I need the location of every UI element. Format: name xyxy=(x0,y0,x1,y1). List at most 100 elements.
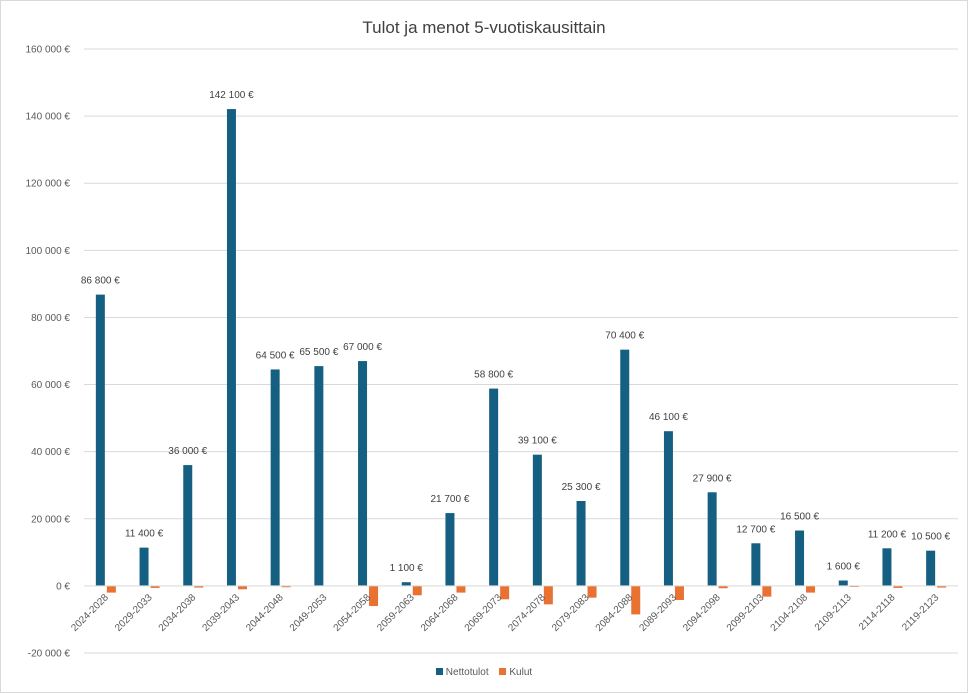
y-tick-label: -20 000 € xyxy=(28,649,71,660)
x-tick-label: 2064-2068 xyxy=(419,592,461,634)
y-axis: -20 000 € 0 € 20 000 € 40 000 € 60 000 € 80 0… xyxy=(26,45,71,660)
x-tick-label: 2034-2038 xyxy=(157,592,199,634)
bar-kulut xyxy=(718,585,728,589)
y-tick-label: 120 000 € xyxy=(26,179,71,190)
bar-nettotulot xyxy=(489,388,499,586)
x-tick-label: 2079-2083 xyxy=(550,592,592,634)
data-label: 27 900 € xyxy=(693,473,732,484)
bar-kulut xyxy=(893,585,903,588)
x-tick-label: 2054-2058 xyxy=(332,592,374,634)
x-tick-label: 2114-2118 xyxy=(857,592,898,633)
bar-kulut xyxy=(281,585,291,588)
y-tick-label: 20 000 € xyxy=(31,514,70,525)
legend: Nettotulot Kulut xyxy=(0,667,968,678)
bar-kulut xyxy=(806,585,816,593)
bar-nettotulot xyxy=(576,500,586,586)
y-tick-label: 160 000 € xyxy=(26,45,71,56)
data-label: 1 100 € xyxy=(390,563,424,574)
x-tick-label: 2074-2078 xyxy=(506,592,548,634)
bar-kulut xyxy=(937,585,947,588)
data-label: 70 400 € xyxy=(605,331,644,342)
data-label: 39 100 € xyxy=(518,436,557,447)
x-tick-label: 2059-2063 xyxy=(375,592,417,634)
data-label: 12 700 € xyxy=(736,524,775,535)
data-label: 46 100 € xyxy=(649,412,688,423)
y-tick-label: 100 000 € xyxy=(26,246,71,257)
x-tick-label: 2029-2033 xyxy=(113,592,155,634)
bars xyxy=(95,109,947,615)
bar-kulut xyxy=(412,585,422,596)
data-label: 16 500 € xyxy=(780,512,819,523)
bar-nettotulot xyxy=(795,530,805,586)
x-tick-label: 2024-2028 xyxy=(69,592,111,634)
bar-nettotulot xyxy=(358,361,368,586)
bar-kulut xyxy=(456,585,466,593)
legend-label-kulut: Kulut xyxy=(509,667,533,678)
y-tick-label: 80 000 € xyxy=(31,313,70,324)
x-tick-label: 2099-2103 xyxy=(725,592,767,634)
legend-swatch-kulut xyxy=(499,668,507,675)
data-label: 65 500 € xyxy=(299,347,338,358)
legend-swatch-nettotulot xyxy=(435,668,443,675)
bar-nettotulot xyxy=(926,550,936,586)
bar-kulut xyxy=(194,585,204,588)
data-label: 1 600 € xyxy=(827,562,861,573)
data-label: 67 000 € xyxy=(343,342,382,353)
x-tick-label: 2084-2088 xyxy=(594,592,636,634)
bar-nettotulot xyxy=(183,465,193,586)
x-tick-label: 2044-2048 xyxy=(244,592,286,634)
bar-nettotulot xyxy=(838,580,848,586)
data-label: 11 200 € xyxy=(868,529,907,540)
bar-nettotulot xyxy=(751,543,761,586)
y-tick-label: 60 000 € xyxy=(31,380,70,391)
bar-kulut xyxy=(237,585,247,590)
bar-nettotulot xyxy=(139,547,149,586)
x-tick-label: 2039-2043 xyxy=(200,592,242,634)
bar-kulut xyxy=(543,585,553,605)
data-label: 58 800 € xyxy=(474,370,513,381)
bar-nettotulot xyxy=(620,349,630,586)
y-tick-label: 140 000 € xyxy=(26,112,71,123)
bar-nettotulot xyxy=(882,548,892,586)
bar-nettotulot xyxy=(707,492,717,586)
legend-item-kulut: Kulut xyxy=(499,667,532,678)
data-label: 142 100 € xyxy=(209,90,254,101)
bar-nettotulot xyxy=(270,369,280,586)
data-label: 25 300 € xyxy=(562,482,601,493)
data-labels: 86 800 € 11 400 € 36 000 € 142 100 € 64 500 … xyxy=(81,90,951,574)
y-tick-label: 40 000 € xyxy=(31,447,70,458)
y-tick-label: 0 € xyxy=(56,581,70,592)
bar-nettotulot xyxy=(314,366,324,586)
x-tick-label: 2109-2113 xyxy=(813,592,854,633)
bar-kulut xyxy=(106,585,116,593)
bar-nettotulot xyxy=(401,582,411,586)
legend-label-nettotulot: Nettotulot xyxy=(445,667,489,678)
x-tick-label: 2104-2108 xyxy=(769,592,811,634)
x-tick-label: 2049-2053 xyxy=(288,592,330,634)
bar-kulut xyxy=(150,585,160,588)
bar-nettotulot xyxy=(95,294,105,586)
data-label: 21 700 € xyxy=(430,494,469,505)
legend-item-nettotulot: Nettotulot xyxy=(435,667,489,678)
data-label: 36 000 € xyxy=(168,446,207,457)
bar-nettotulot xyxy=(226,109,236,586)
data-label: 11 400 € xyxy=(125,529,164,540)
data-label: 86 800 € xyxy=(81,276,120,287)
bar-kulut xyxy=(587,585,597,598)
bar-nettotulot xyxy=(445,513,455,586)
bar-kulut xyxy=(674,585,684,600)
x-tick-label: 2094-2098 xyxy=(681,592,723,634)
bar-kulut xyxy=(500,585,510,600)
bar-kulut xyxy=(369,585,379,607)
bar-kulut xyxy=(631,585,641,615)
chart-title: Tulot ja menot 5-vuotiskausittain xyxy=(362,18,606,37)
x-tick-label: 2119-2123 xyxy=(900,592,941,633)
x-tick-label: 2069-2073 xyxy=(463,592,505,634)
data-label: 10 500 € xyxy=(911,532,950,543)
bar-kulut xyxy=(849,585,859,587)
bar-nettotulot xyxy=(663,431,673,586)
bar-kulut xyxy=(762,585,772,597)
data-label: 64 500 € xyxy=(256,350,295,361)
